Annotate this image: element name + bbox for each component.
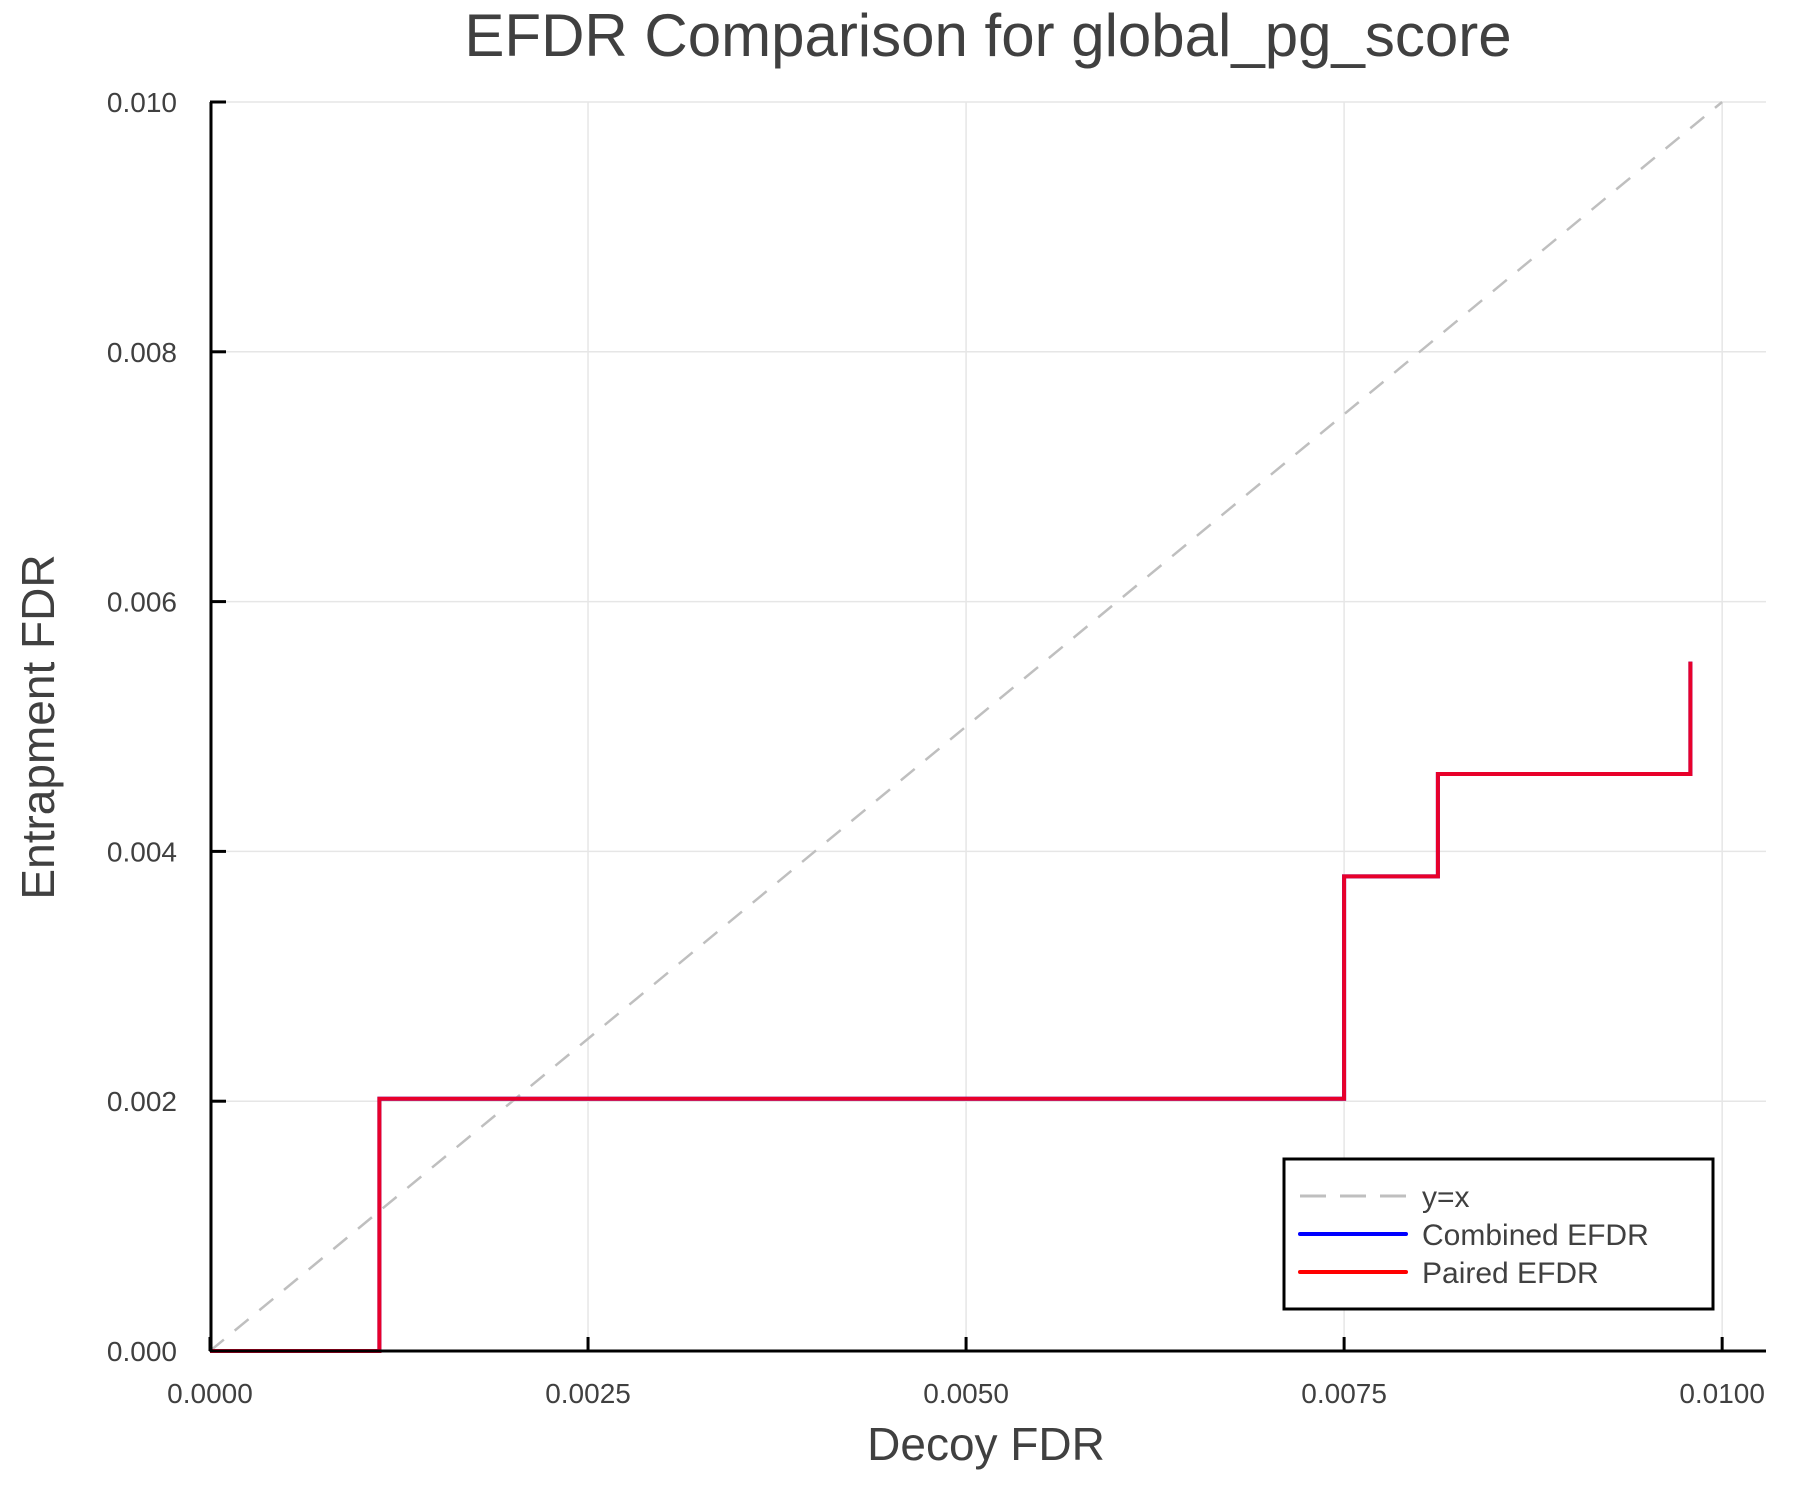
y-tick-label: 0.008: [107, 337, 177, 368]
legend-label-y-equals-x: y=x: [1422, 1181, 1470, 1214]
y-tick-label: 0.000: [107, 1336, 177, 1367]
x-tick-label: 0.0025: [545, 1378, 631, 1409]
x-tick-label: 0.0100: [1679, 1378, 1765, 1409]
chart-title: EFDR Comparison for global_pg_score: [464, 2, 1511, 69]
y-tick-label: 0.006: [107, 587, 177, 618]
legend-label-combined-efdr: Combined EFDR: [1422, 1219, 1649, 1252]
y-tick-label: 0.004: [107, 836, 177, 867]
plot-series: [209, 101, 1723, 1353]
y-tick-label: 0.010: [107, 87, 177, 118]
x-tick-label: 0.0075: [1301, 1378, 1387, 1409]
y-axis-label: Entrapment FDR: [12, 554, 64, 899]
legend-label-paired-efdr: Paired EFDR: [1422, 1257, 1599, 1290]
series-paired-efdr: [210, 661, 1693, 1353]
x-axis-label: Decoy FDR: [867, 1418, 1105, 1470]
y-tick-label: 0.002: [107, 1086, 177, 1117]
legend: y=x Combined EFDR Paired EFDR: [1282, 1157, 1715, 1311]
x-axis-ticks: 0.0000 0.0025 0.0050 0.0075 0.0100: [167, 1337, 1765, 1409]
x-tick-label: 0.0050: [923, 1378, 1009, 1409]
series-y-equals-x: [209, 101, 1723, 1352]
x-tick-label: 0.0000: [167, 1378, 253, 1409]
y-axis-ticks: 0.000 0.002 0.004 0.006 0.008 0.010: [107, 87, 226, 1367]
